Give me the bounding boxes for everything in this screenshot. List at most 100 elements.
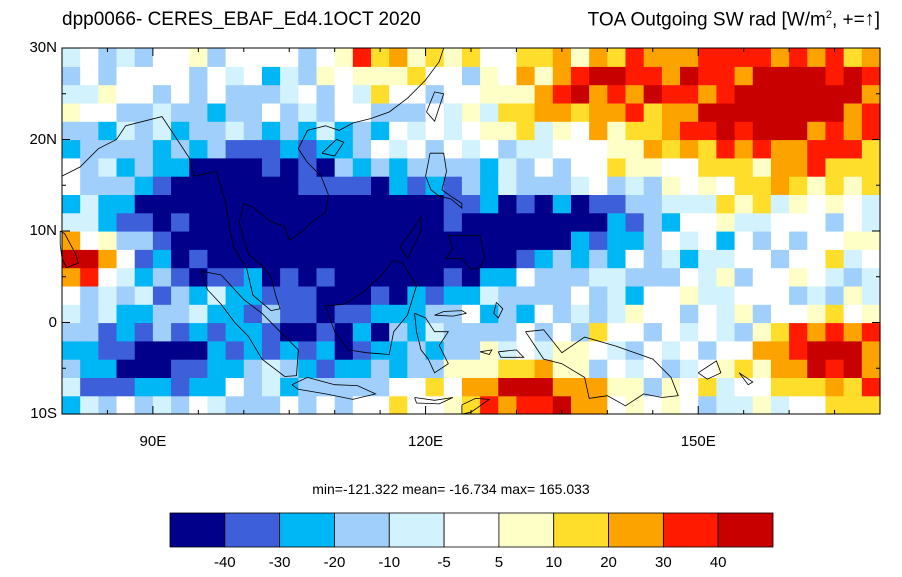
field-cell (607, 231, 627, 250)
variable-title-suffix: , += (831, 9, 865, 31)
field-cell (80, 157, 99, 177)
field-cell (607, 157, 627, 177)
field-cell (171, 121, 190, 141)
field-cell (843, 102, 863, 122)
field-cell (80, 139, 99, 159)
field-cell (171, 48, 190, 67)
field-cell (189, 377, 209, 397)
field-cell (734, 285, 754, 305)
field-cell (334, 359, 354, 378)
field-cell (243, 121, 263, 141)
field-cell (389, 157, 408, 177)
field-cell (425, 176, 445, 195)
field-cell (116, 212, 136, 232)
field-cell (461, 157, 481, 177)
field-cell (280, 304, 299, 324)
field-cell (98, 102, 118, 122)
field-cell (734, 139, 754, 159)
field-cell (625, 157, 645, 177)
field-cell (371, 176, 390, 195)
field-cell (225, 194, 245, 214)
field-cell (371, 359, 390, 378)
field-cell (261, 304, 281, 324)
coastline (59, 230, 79, 269)
field-cell (243, 267, 263, 287)
field-cell (225, 231, 245, 250)
field-cell (298, 395, 318, 415)
field-cell (62, 194, 81, 214)
field-cell (807, 395, 827, 415)
field-cell (516, 359, 536, 378)
colorbar-swatch (334, 512, 390, 548)
field-cell (661, 340, 681, 360)
field-cell (716, 359, 736, 378)
field-cell (698, 322, 717, 342)
field-cell (716, 176, 736, 195)
field-cell (443, 139, 463, 159)
field-cell (334, 304, 354, 324)
field-cell (225, 285, 245, 305)
field-cell (770, 359, 790, 378)
field-cell (371, 157, 390, 177)
field-cell (825, 231, 845, 250)
field-cell (62, 176, 81, 195)
field-cell (425, 194, 445, 214)
field-cell (134, 48, 154, 67)
field-cell (789, 157, 808, 177)
field-cell (316, 157, 336, 177)
field-cell (298, 102, 318, 122)
field-cell (480, 359, 499, 378)
field-cell (171, 84, 190, 104)
field-cell (389, 231, 408, 250)
field-cell (461, 304, 481, 324)
field-cell (62, 377, 81, 397)
field-cell (589, 194, 608, 214)
field-cell (98, 121, 118, 141)
field-cell (280, 249, 299, 269)
field-cell (352, 359, 372, 378)
field-cell (661, 139, 681, 159)
field-cell (570, 48, 590, 67)
field-cell (734, 157, 754, 177)
field-cell (298, 340, 318, 360)
field-cell (243, 231, 263, 250)
field-cell (570, 176, 590, 195)
field-cell (752, 212, 772, 232)
field-cell (861, 340, 881, 360)
field-cell (207, 359, 227, 378)
coastline (525, 329, 679, 407)
lat-tick-label: 10N (29, 222, 57, 239)
colorbar-label: -40 (213, 554, 236, 571)
field-cell (80, 66, 99, 86)
field-cell (589, 304, 608, 324)
field-cell (589, 395, 608, 415)
field-cell (589, 121, 608, 141)
field-cell (716, 304, 736, 324)
field-cell (225, 359, 245, 378)
field-cell (680, 48, 699, 67)
field-cell (516, 194, 536, 214)
field-cell (334, 249, 354, 269)
field-cell (389, 84, 408, 104)
field-cell (589, 231, 608, 250)
field-cell (207, 102, 227, 122)
colorbar-swatch (443, 512, 500, 548)
field-cell (243, 249, 263, 269)
field-cell (171, 395, 190, 415)
field-cell (861, 66, 881, 86)
field-cell (498, 194, 518, 214)
field-cell (734, 340, 754, 360)
field-cell (843, 322, 863, 342)
field-cell (770, 176, 790, 195)
field-cell (189, 249, 209, 269)
field-cell (861, 102, 881, 122)
field-cell (389, 139, 408, 159)
field-cell (316, 285, 336, 305)
field-cell (225, 249, 245, 269)
field-cell (516, 212, 536, 232)
field-cell (516, 102, 536, 122)
field-cell (443, 267, 463, 287)
field-cell (480, 285, 499, 305)
field-cell (152, 84, 172, 104)
field-cell (734, 66, 754, 86)
